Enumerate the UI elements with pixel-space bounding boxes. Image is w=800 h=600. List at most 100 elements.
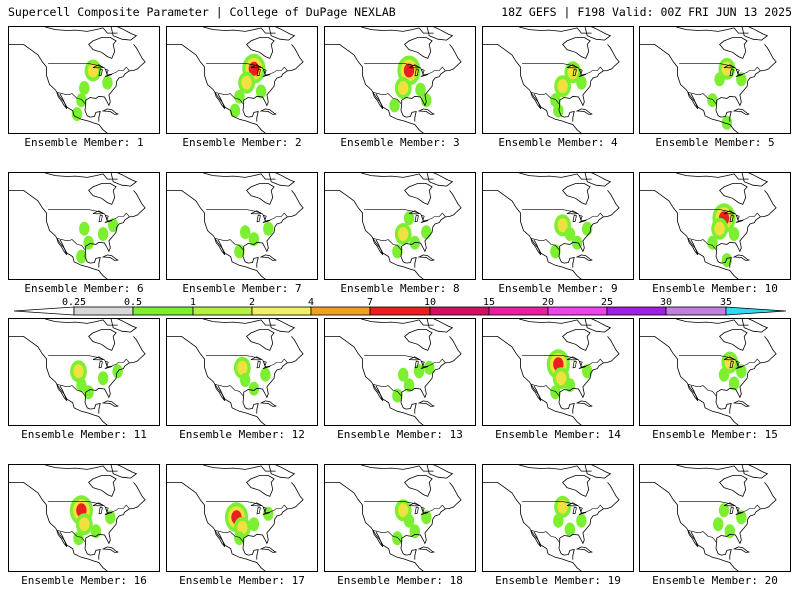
coastline [562,183,591,205]
coastline [268,465,296,479]
coastline [732,546,750,553]
scp-contour [718,367,730,382]
scp-contour [255,84,267,99]
country-border [364,501,446,514]
coastline [719,37,748,59]
coastline [426,319,454,333]
scp-contour [564,522,576,537]
country-border [206,501,288,514]
country-border [687,238,717,250]
scp-contour [237,520,248,535]
coastline [246,37,275,59]
country-border [214,238,244,250]
country-border [48,501,130,514]
colorbar-segment [369,306,431,316]
scp-contour [714,221,725,236]
country-border [687,92,717,104]
scp-contour [403,378,415,393]
ensemble-member-label: Ensemble Member: 10 [652,282,778,295]
coastline [400,103,417,122]
coastline [9,190,108,279]
coastline [203,27,276,34]
lake-outline [572,506,577,515]
country-border [372,92,402,104]
ensemble-map-panel [482,318,634,426]
scp-contour [234,531,245,546]
north-america-map [325,465,462,571]
scp-contour [707,235,718,250]
country-border [679,501,761,514]
ensemble-member-label: Ensemble Member: 4 [498,136,618,149]
country-border [522,209,604,222]
north-america-map [325,27,462,133]
coastline [575,546,593,553]
product-title: Supercell Composite Parameter | College … [8,5,396,19]
coastline [687,238,699,256]
coastline [84,541,101,560]
lake-outline [414,360,419,369]
coastline [558,103,575,122]
scp-contour [240,373,251,387]
coastline [85,190,146,253]
colorbar-high-arrow [725,306,787,316]
colorbar-tick-label: 30 [659,297,673,308]
country-border [522,63,604,76]
valid-time: 18Z GEFS | F198 Valid: 00Z FRI JUN 13 20… [501,5,792,19]
colorbar-segment [488,306,549,316]
coastline [530,238,542,256]
ensemble-member-label: Ensemble Member: 1 [24,136,144,149]
coastline [84,395,101,414]
coastline [361,173,434,180]
scp-contour [421,225,432,240]
coastline [56,384,68,402]
coastline [687,92,699,110]
colorbar-tick-label: 35 [719,297,733,308]
scp-contour [567,65,578,80]
lake-outline [414,68,419,77]
scp-contour [392,244,403,259]
coastline [575,254,593,261]
scp-contour [102,75,113,90]
coastline [372,92,384,110]
colorbar-tick-label: 0.25 [61,297,87,308]
scp-contour [557,499,568,514]
country-border [372,384,402,396]
country-border [522,501,604,514]
lake-outline [98,68,103,77]
lake-outline [729,214,734,223]
colorbar-tick-label: 2 [248,297,256,308]
country-border [364,355,446,368]
ensemble-member-label: Ensemble Member: 9 [498,282,618,295]
coastline [372,238,384,256]
ensemble-map-panel [324,26,476,134]
coastline [242,541,259,560]
north-america-map [9,27,146,133]
coastline [246,475,275,497]
coastline [101,546,119,553]
coastline [426,27,454,41]
coastline [716,482,777,545]
coastline [372,384,384,402]
scp-contour [714,72,725,87]
coastline [214,92,226,110]
lake-outline [256,214,261,223]
scp-contour [241,75,252,90]
ensemble-map-panel [8,26,160,134]
coastline [559,190,620,253]
north-america-map [167,173,304,279]
ensemble-map-panel [166,172,318,280]
north-america-map [167,465,304,571]
north-america-map [483,27,620,133]
coastline [719,183,748,205]
coastline [203,319,276,326]
coastline [404,475,433,497]
coastline [715,541,732,560]
coastline [88,475,117,497]
colorbar-segment [429,306,490,316]
coastline [56,92,68,110]
scp-contour [76,249,87,264]
coastline [584,173,612,187]
coastline [426,173,454,187]
north-america-map [167,319,304,425]
ensemble-map-panel [324,464,476,572]
